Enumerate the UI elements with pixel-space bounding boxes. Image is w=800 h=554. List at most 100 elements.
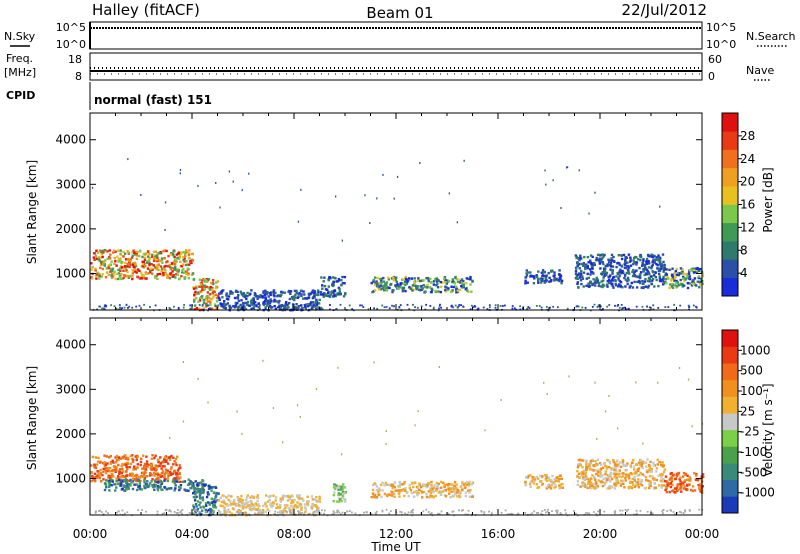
velocity-cell — [593, 485, 596, 489]
power-cell — [641, 261, 644, 265]
power-cell — [164, 264, 167, 268]
velocity-cell — [202, 483, 205, 486]
velocity-cell — [695, 474, 698, 477]
velocity-cell — [138, 482, 141, 485]
power-cell — [200, 284, 203, 287]
power-cell — [661, 264, 664, 267]
power-ground-cell — [228, 307, 231, 310]
power-ground-cell — [597, 305, 600, 308]
power-cell — [248, 304, 251, 307]
power-cell — [545, 274, 548, 277]
velocity-cell — [585, 459, 588, 462]
velocity-cell — [580, 459, 583, 462]
velocity-cell — [413, 491, 416, 494]
power-cell — [266, 291, 269, 294]
velocity-cell — [620, 472, 623, 475]
power-cell — [692, 279, 695, 282]
velocity-cell — [160, 467, 163, 470]
velocity-noise-cell — [315, 388, 318, 390]
velocity-cell — [163, 474, 166, 478]
velocity-cell — [432, 491, 435, 494]
power-cell — [194, 304, 197, 307]
velocity-cell — [556, 479, 559, 482]
power-cell — [624, 261, 628, 264]
power-ground-cell — [489, 306, 491, 309]
power-cell — [601, 283, 605, 286]
power-cell — [296, 296, 299, 299]
velocity-cell — [625, 475, 629, 478]
velocity-cell — [619, 461, 622, 464]
velocity-cell — [126, 467, 129, 471]
velocity-cell — [683, 485, 687, 488]
power-cell — [209, 301, 212, 304]
velocity-cell — [435, 486, 439, 489]
power-cell — [178, 254, 182, 258]
velocity-cell — [343, 486, 346, 489]
velocity-cell — [169, 467, 173, 471]
velocity-cell — [90, 479, 93, 483]
power-cell — [190, 273, 194, 276]
power-cell — [658, 269, 662, 272]
power-cell — [100, 250, 103, 254]
power-cell — [107, 273, 110, 276]
power-cell — [143, 277, 147, 280]
velocity-cell — [143, 481, 146, 484]
power-cell — [111, 272, 114, 275]
power-cell — [635, 261, 639, 264]
velocity-ground-cell — [407, 511, 410, 514]
velocity-cell — [642, 462, 645, 465]
velocity-ground-cell — [98, 510, 100, 512]
power-cell — [462, 282, 466, 286]
power-cell — [666, 275, 669, 278]
velocity-cell — [658, 473, 662, 476]
velocity-cell — [169, 456, 172, 459]
velocity-cell — [296, 506, 299, 509]
velocity-cell — [140, 474, 143, 477]
velocity-cell — [230, 512, 234, 515]
velocity-cell — [306, 504, 310, 507]
velocity-cell — [172, 477, 176, 480]
power-ground-cell — [577, 305, 580, 308]
power-cell — [596, 253, 600, 256]
power-cell — [295, 291, 298, 295]
power-cell — [427, 280, 430, 283]
velocity-ground-cell — [452, 510, 455, 513]
velocity-cell — [133, 465, 136, 468]
velocity-cell — [551, 483, 554, 486]
power-ground-cell — [131, 306, 134, 309]
power-ground-cell — [440, 306, 442, 309]
velocity-cell — [265, 505, 268, 508]
velocity-ground-cell — [573, 510, 575, 512]
velocity-cell — [673, 490, 676, 494]
power-ground-cell — [538, 305, 541, 307]
power-cell — [547, 271, 550, 275]
power-cell — [610, 259, 614, 262]
velocity-colorbar-swatch-5 — [722, 413, 738, 431]
power-cell — [133, 270, 136, 273]
power-cell — [246, 302, 249, 305]
power-cell — [323, 285, 327, 288]
power-cell — [188, 249, 191, 252]
velocity-ground-cell — [619, 509, 621, 512]
power-ground-cell — [339, 303, 342, 306]
power-cell — [670, 285, 674, 288]
velocity-cell — [160, 482, 163, 485]
power-noise-cell — [594, 191, 596, 194]
power-cell — [624, 258, 627, 261]
power-cell — [553, 271, 556, 274]
velocity-cell — [122, 484, 126, 487]
velocity-cell — [109, 462, 112, 465]
power-cell — [98, 249, 102, 252]
velocity-cell — [558, 477, 561, 481]
velocity-ground-cell — [375, 510, 378, 513]
power-ground-cell — [566, 307, 569, 310]
velocity-cell — [633, 485, 636, 489]
power-cell — [606, 280, 609, 283]
velocity-cell — [604, 476, 607, 480]
velocity-cell — [437, 487, 440, 490]
velocity-cell — [153, 479, 157, 482]
power-cell — [110, 274, 113, 277]
velocity-cell — [211, 486, 215, 489]
velocity-cell — [304, 510, 307, 514]
power-cell — [201, 284, 205, 287]
